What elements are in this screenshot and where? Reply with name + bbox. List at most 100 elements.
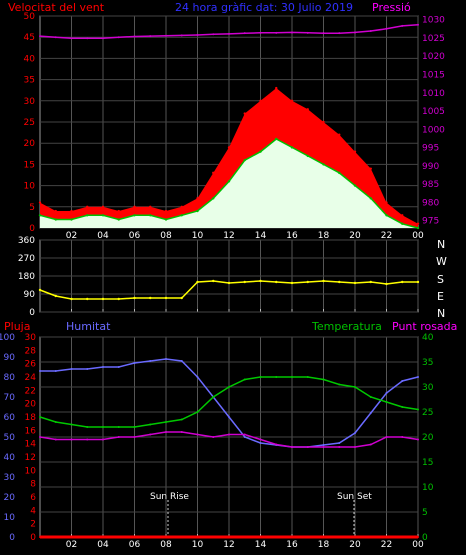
point-gust-19 xyxy=(338,133,341,136)
y-tick-temp-10: 10 xyxy=(422,483,434,493)
x-tick-top-06: 06 xyxy=(129,231,141,241)
y-tick-humidity-0: 0 xyxy=(9,533,15,543)
point-pressure-18 xyxy=(322,32,325,35)
point-dewpoint-8 xyxy=(165,431,167,433)
point-pressure-1 xyxy=(54,36,57,39)
y-tick-humidity-90: 90 xyxy=(4,353,16,363)
point-gust-23 xyxy=(401,214,404,217)
point-rain-3 xyxy=(86,536,89,538)
y-tick-wind-35: 35 xyxy=(24,76,35,86)
y-tick-temp-15: 15 xyxy=(422,458,433,468)
point-rain-9 xyxy=(180,536,183,538)
point-pressure-20 xyxy=(354,31,356,34)
point-dewpoint-9 xyxy=(180,431,183,433)
y-tick-rain-22: 22 xyxy=(25,386,36,396)
point-dewpoint-3 xyxy=(86,438,89,441)
x-tick-top-14: 14 xyxy=(255,231,267,241)
point-temperature-13 xyxy=(243,378,246,381)
point-pressure-12 xyxy=(228,32,230,35)
y-tick-rain-28: 28 xyxy=(25,346,37,356)
x-tick-bottom-18: 18 xyxy=(318,540,330,550)
point-dewpoint-10 xyxy=(196,433,199,436)
x-tick-top-10: 10 xyxy=(192,231,204,241)
point-direction-6 xyxy=(133,296,136,300)
point-temperature-23 xyxy=(401,406,404,408)
point-humidity-6 xyxy=(133,362,136,364)
sunset-label: Sun Set xyxy=(337,492,372,502)
point-humidity-14 xyxy=(259,442,262,444)
y-tick-temp-20: 20 xyxy=(422,433,434,443)
point-direction-4 xyxy=(101,297,105,301)
point-rain-21 xyxy=(369,536,372,538)
point-pressure-8 xyxy=(165,34,167,37)
y-tick-wind-40: 40 xyxy=(24,54,36,64)
point-rain-14 xyxy=(259,536,262,538)
point-gust-15 xyxy=(275,86,278,90)
x-tick-bottom-08: 08 xyxy=(160,540,172,550)
point-rain-6 xyxy=(133,536,136,538)
point-wind-avg-12 xyxy=(227,180,231,183)
point-pressure-7 xyxy=(149,35,152,38)
point-dewpoint-18 xyxy=(322,446,325,448)
y-tick-dir-90: 90 xyxy=(24,290,36,300)
point-humidity-3 xyxy=(86,368,89,370)
point-dewpoint-12 xyxy=(228,433,230,436)
point-rain-5 xyxy=(117,536,120,538)
point-pressure-23 xyxy=(401,24,404,27)
point-wind-avg-7 xyxy=(149,214,152,217)
point-gust-5 xyxy=(117,209,120,213)
point-pressure-3 xyxy=(86,37,89,40)
y-tick-wind-10: 10 xyxy=(24,182,36,192)
x-tick-top-20: 20 xyxy=(349,231,361,241)
point-humidity-5 xyxy=(117,366,120,368)
point-gust-9 xyxy=(180,205,183,208)
x-tick-bottom-14: 14 xyxy=(255,540,267,550)
y-tick-pressure-975: 975 xyxy=(422,217,439,227)
point-wind-avg-13 xyxy=(243,158,246,162)
point-gust-3 xyxy=(86,205,89,208)
compass-letter-n-bottom: N xyxy=(437,307,445,320)
y-tick-rain-26: 26 xyxy=(25,360,37,370)
y-tick-temp-30: 30 xyxy=(422,383,434,393)
point-humidity-13 xyxy=(243,436,246,438)
point-temperature-15 xyxy=(275,376,278,378)
point-temperature-5 xyxy=(117,426,120,428)
x-tick-top-16: 16 xyxy=(286,231,298,241)
point-dewpoint-0 xyxy=(39,436,41,438)
point-direction-1 xyxy=(54,294,57,298)
point-rain-7 xyxy=(149,536,152,538)
point-temperature-12 xyxy=(228,386,230,388)
point-dewpoint-2 xyxy=(70,438,73,441)
y-tick-dir-360: 360 xyxy=(18,236,35,246)
point-gust-1 xyxy=(54,209,57,213)
point-temperature-10 xyxy=(196,411,199,413)
point-dewpoint-13 xyxy=(243,433,246,436)
point-dewpoint-5 xyxy=(117,436,120,438)
label-punt-rosada: Punt rosada xyxy=(392,320,457,333)
point-temperature-17 xyxy=(306,376,309,378)
point-direction-5 xyxy=(117,297,120,301)
point-dewpoint-7 xyxy=(149,433,152,436)
header-date-title: 24 hora gràfic dat: 30 Julio 2019 xyxy=(175,1,353,14)
y-tick-rain-30: 30 xyxy=(25,333,37,343)
x-tick-top-18: 18 xyxy=(318,231,330,241)
point-temperature-8 xyxy=(165,421,167,423)
y-tick-humidity-20: 20 xyxy=(4,493,16,503)
point-humidity-1 xyxy=(54,370,57,372)
point-humidity-24 xyxy=(417,376,419,378)
x-tick-bottom-20: 20 xyxy=(349,540,361,550)
point-rain-20 xyxy=(354,536,356,538)
point-dewpoint-24 xyxy=(417,438,419,441)
point-humidity-0 xyxy=(39,370,41,372)
point-wind-avg-24 xyxy=(416,226,420,230)
y-tick-humidity-70: 70 xyxy=(4,393,16,403)
point-temperature-22 xyxy=(385,401,388,403)
point-temperature-2 xyxy=(70,423,73,426)
point-gust-13 xyxy=(243,112,246,115)
y-tick-rain-18: 18 xyxy=(25,413,37,423)
y-tick-humidity-60: 60 xyxy=(4,413,16,423)
y-tick-rain-16: 16 xyxy=(25,426,37,436)
point-direction-3 xyxy=(86,297,89,301)
point-wind-avg-18 xyxy=(322,163,325,166)
point-pressure-15 xyxy=(275,31,278,34)
